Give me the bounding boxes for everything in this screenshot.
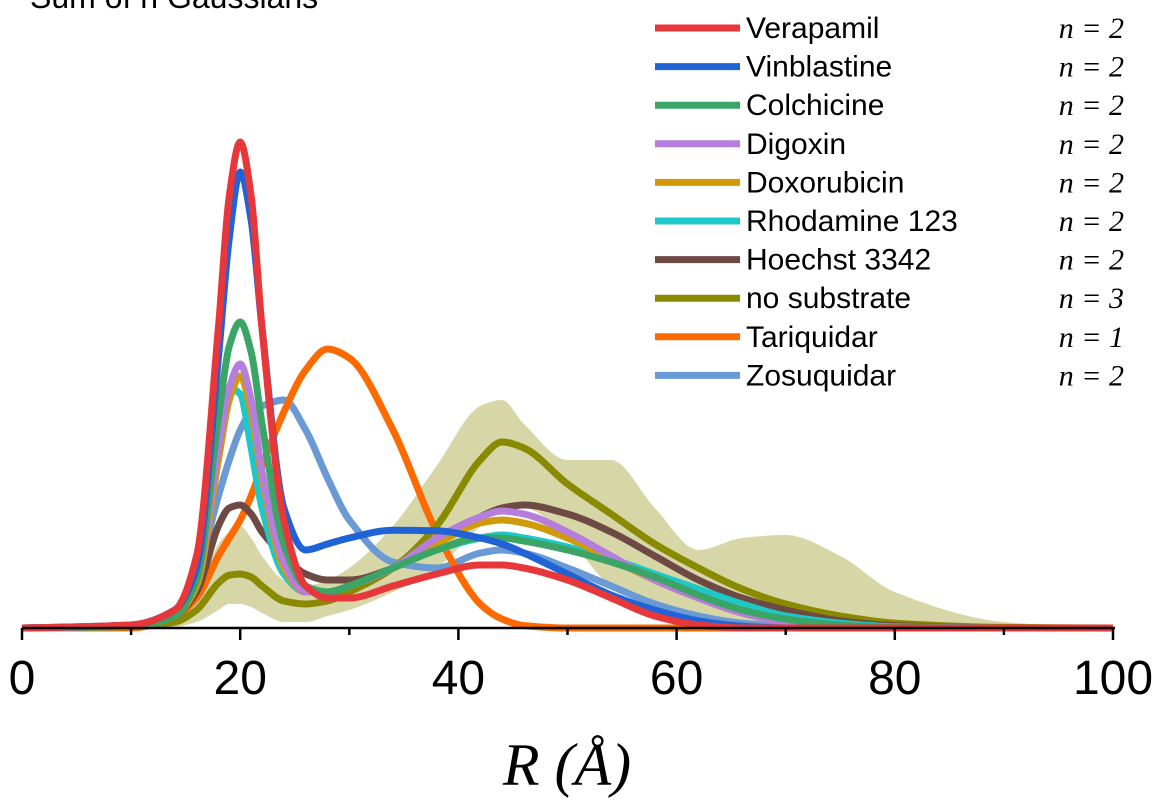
legend-label: Digoxin <box>746 128 846 161</box>
x-tick-label: 60 <box>650 652 703 705</box>
legend-label: Doxorubicin <box>746 166 904 199</box>
legend-annotation: n = 3 <box>1059 282 1124 315</box>
legend-annotation: n = 2 <box>1059 128 1124 161</box>
legend-label: Tariquidar <box>746 321 878 354</box>
chart-title: Sum of n Gaussians <box>30 0 318 15</box>
legend-annotation: n = 2 <box>1059 359 1124 392</box>
legend-label: Rhodamine 123 <box>746 205 958 238</box>
x-tick-label: 20 <box>214 652 267 705</box>
series-line <box>21 318 1113 632</box>
x-axis-label: R (Å) <box>502 732 631 798</box>
legend-annotation: n = 1 <box>1059 321 1124 354</box>
legend-label: Vinblastine <box>746 51 892 84</box>
legend-label: Zosuquidar <box>746 359 896 392</box>
series-line <box>21 438 1114 632</box>
legend-annotation: n = 2 <box>1059 244 1124 277</box>
legend-label: Hoechst 3342 <box>746 244 931 277</box>
x-tick-label: 100 <box>1073 652 1153 705</box>
legend-annotation: n = 2 <box>1059 205 1124 238</box>
legend-label: no substrate <box>746 282 911 315</box>
legend-annotation: n = 2 <box>1059 12 1124 45</box>
x-tick-label: 80 <box>868 652 921 705</box>
legend-annotation: n = 2 <box>1059 166 1124 199</box>
legend-annotation: n = 2 <box>1059 89 1124 122</box>
x-tick-label: 0 <box>9 652 36 705</box>
legend-label: Verapamil <box>746 12 879 45</box>
series-line <box>21 168 1113 632</box>
x-tick-label: 40 <box>432 652 485 705</box>
legend-label: Colchicine <box>746 89 884 122</box>
legend-annotation: n = 2 <box>1059 51 1124 84</box>
